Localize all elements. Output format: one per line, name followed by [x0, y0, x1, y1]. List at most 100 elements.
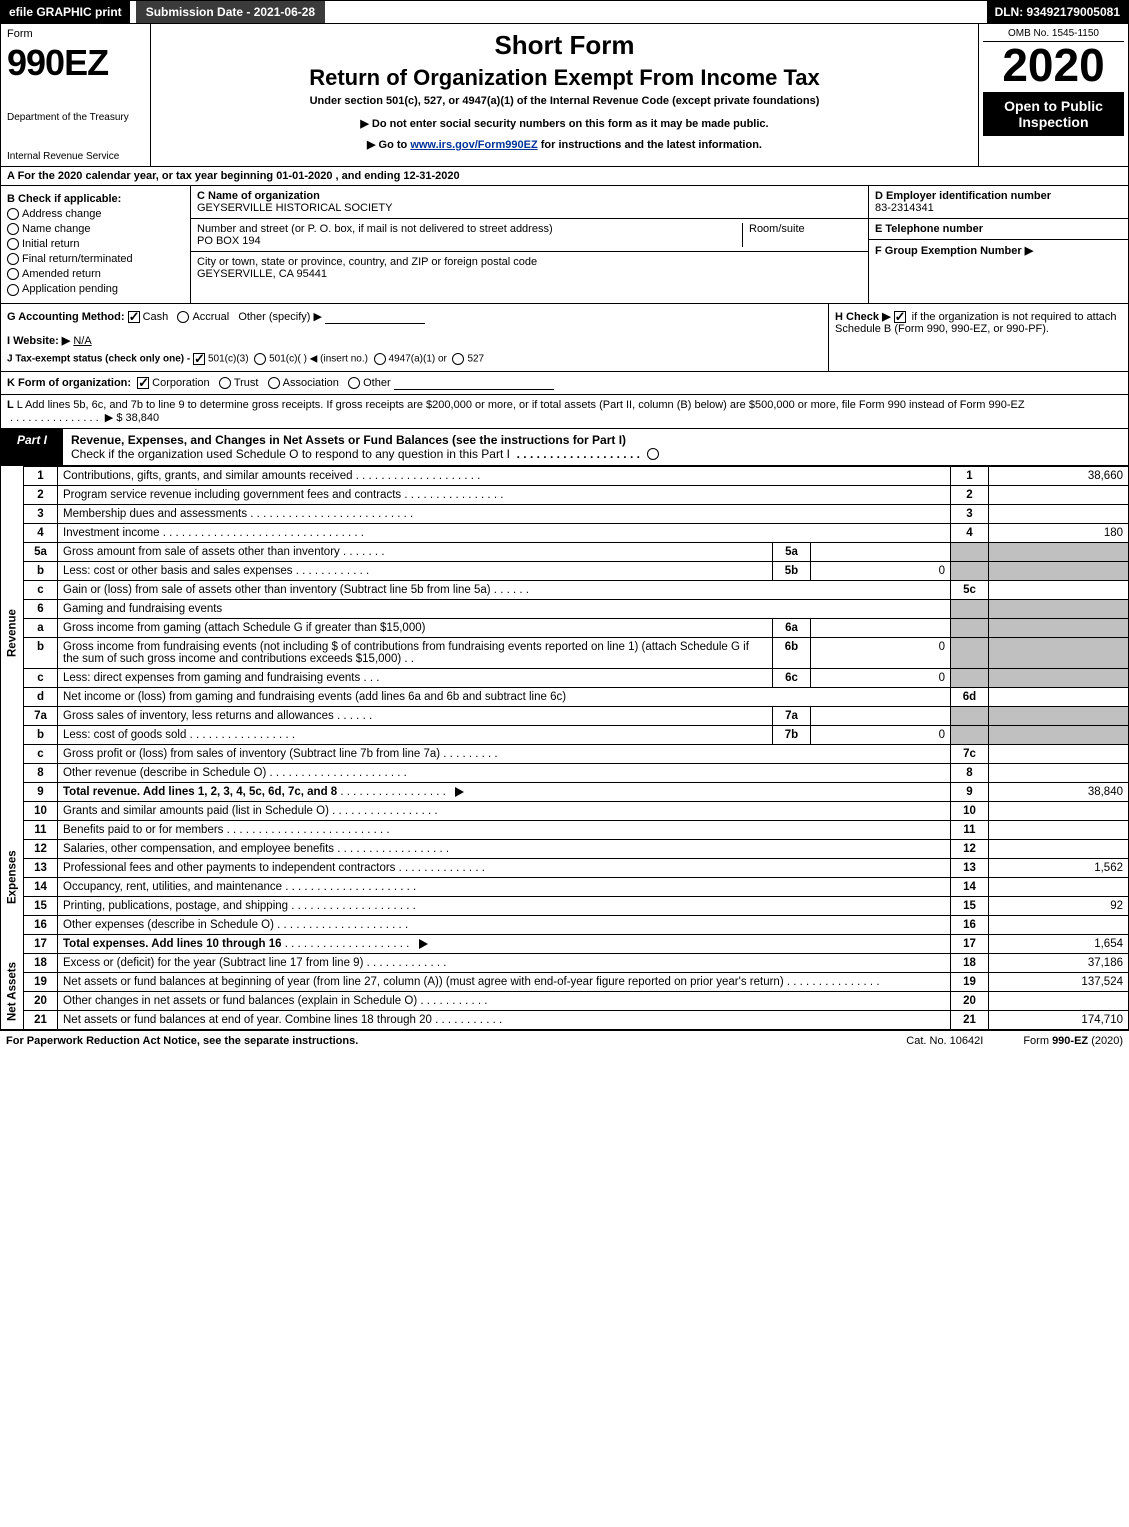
row-k: K Form of organization: Corporation Trus… [0, 372, 1129, 395]
l5a-text: Gross amount from sale of assets other t… [58, 542, 773, 561]
grey-6c-amt [989, 668, 1129, 687]
l5c-amt [989, 580, 1129, 599]
l6c-subamt: 0 [811, 668, 951, 687]
l6a-subamt [811, 618, 951, 637]
other-org-line[interactable] [394, 376, 554, 390]
header-mid: Short Form Return of Organization Exempt… [151, 24, 978, 166]
trust-radio[interactable] [219, 377, 231, 389]
grey-7a [951, 706, 989, 725]
part1-title: Revenue, Expenses, and Changes in Net As… [63, 429, 670, 465]
grey-6c [951, 668, 989, 687]
l3-amt [989, 504, 1129, 523]
b-item-2: Initial return [22, 238, 79, 250]
l16-num: 16 [24, 915, 58, 934]
irs-link[interactable]: www.irs.gov/Form990EZ [410, 139, 537, 151]
501c-radio[interactable] [254, 353, 266, 365]
trust-label: Trust [234, 377, 259, 389]
application-pending-radio[interactable] [7, 284, 19, 296]
l5c-num: c [24, 580, 58, 599]
l1-num: 1 [24, 466, 58, 485]
l13-rn: 13 [951, 858, 989, 877]
part1-check-text: Check if the organization used Schedule … [71, 447, 510, 461]
row-l: L L Add lines 5b, 6c, and 7b to line 9 t… [0, 395, 1129, 429]
l6d-text: Net income or (loss) from gaming and fun… [58, 687, 951, 706]
l5c-text: Gain or (loss) from sale of assets other… [58, 580, 951, 599]
financial-table: Revenue 1 Contributions, gifts, grants, … [0, 466, 1129, 1030]
l15-rn: 15 [951, 896, 989, 915]
b-right: D Employer identification number 83-2314… [868, 186, 1128, 303]
l6b-subamt: 0 [811, 637, 951, 668]
accrual-radio[interactable] [177, 311, 189, 323]
grey-6a-amt [989, 618, 1129, 637]
cash-check[interactable] [128, 311, 140, 323]
l4-amt: 180 [989, 523, 1129, 542]
l13-text: Professional fees and other payments to … [58, 858, 951, 877]
l19-amt: 137,524 [989, 972, 1129, 991]
amended-return-radio[interactable] [7, 268, 19, 280]
assoc-radio[interactable] [268, 377, 280, 389]
h-check[interactable] [894, 311, 906, 323]
part1-check[interactable] [647, 448, 659, 460]
name-change-radio[interactable] [7, 223, 19, 235]
other-org-radio[interactable] [348, 377, 360, 389]
return-title: Return of Organization Exempt From Incom… [161, 65, 968, 91]
part1-label: Part I [1, 429, 63, 465]
c-label: C Name of organization [197, 190, 320, 202]
l14-amt [989, 877, 1129, 896]
city-label: City or town, state or province, country… [197, 256, 537, 268]
527-radio[interactable] [452, 353, 464, 365]
l7a-sub: 7a [773, 706, 811, 725]
grey-6b [951, 637, 989, 668]
street-value: PO BOX 194 [197, 235, 261, 247]
street-cell: Number and street (or P. O. box, if mail… [191, 219, 868, 252]
l5b-sub: 5b [773, 561, 811, 580]
netassets-vlabel: Net Assets [1, 953, 24, 1029]
l20-num: 20 [24, 991, 58, 1010]
l7c-rn: 7c [951, 744, 989, 763]
other-org-label: Other [363, 377, 391, 389]
l21-rn: 21 [951, 1010, 989, 1029]
l10-rn: 10 [951, 801, 989, 820]
l18-num: 18 [24, 953, 58, 972]
efile-label: efile GRAPHIC print [1, 1, 130, 23]
accrual-label: Accrual [192, 311, 229, 323]
dept-label: Department of the Treasury [7, 112, 144, 123]
l2-num: 2 [24, 485, 58, 504]
part1-title-text: Revenue, Expenses, and Changes in Net As… [71, 433, 626, 447]
l4-rn: 4 [951, 523, 989, 542]
l11-rn: 11 [951, 820, 989, 839]
initial-return-radio[interactable] [7, 238, 19, 250]
l5b-subamt: 0 [811, 561, 951, 580]
501c3-check[interactable] [193, 353, 205, 365]
i-label: I Website: ▶ [7, 335, 70, 347]
l12-amt [989, 839, 1129, 858]
other-label: Other (specify) ▶ [238, 311, 322, 323]
paperwork-notice: For Paperwork Reduction Act Notice, see … [6, 1035, 358, 1047]
short-form-title: Short Form [161, 30, 968, 61]
l12-rn: 12 [951, 839, 989, 858]
4947-radio[interactable] [374, 353, 386, 365]
grey-7a-amt [989, 706, 1129, 725]
address-change-radio[interactable] [7, 208, 19, 220]
l7b-sub: 7b [773, 725, 811, 744]
l6a-num: a [24, 618, 58, 637]
e-tel-cell: E Telephone number [869, 219, 1128, 240]
other-line[interactable] [325, 310, 425, 324]
corp-check[interactable] [137, 377, 149, 389]
city-value: GEYSERVILLE, CA 95441 [197, 268, 327, 280]
b-check-list: B Check if applicable: Address change Na… [1, 186, 191, 303]
part1-header: Part I Revenue, Expenses, and Changes in… [0, 429, 1129, 466]
l11-amt [989, 820, 1129, 839]
page: efile GRAPHIC print Submission Date - 20… [0, 0, 1129, 1051]
final-return-radio[interactable] [7, 253, 19, 265]
l17-text: Total expenses. Add lines 10 through 16 … [58, 934, 951, 953]
submission-date: Submission Date - 2021-06-28 [136, 1, 325, 23]
l7c-text: Gross profit or (loss) from sales of inv… [58, 744, 951, 763]
l18-rn: 18 [951, 953, 989, 972]
l14-rn: 14 [951, 877, 989, 896]
cash-label: Cash [143, 311, 169, 323]
l9-num: 9 [24, 782, 58, 801]
l7b-num: b [24, 725, 58, 744]
footer: For Paperwork Reduction Act Notice, see … [0, 1030, 1129, 1051]
l3-text: Membership dues and assessments . . . . … [58, 504, 951, 523]
